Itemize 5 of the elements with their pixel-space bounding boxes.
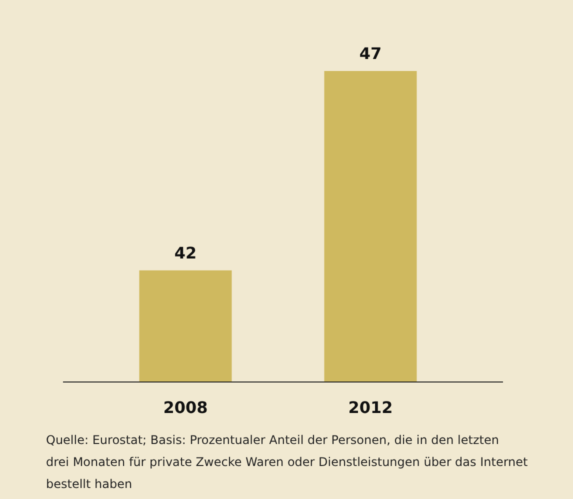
source-note: Quelle: Eurostat; Basis: Prozentualer Anteil der Personen, die in den letzten drei Monaten für private Zwecke Waren oder Dienstleistungen über das Internet bestellt haben xyxy=(46,433,528,491)
data-label: 47 xyxy=(359,44,382,63)
x-tick-label: 2008 xyxy=(163,398,208,417)
x-tick-label: 2012 xyxy=(348,398,393,417)
data-label: 42 xyxy=(174,243,197,262)
